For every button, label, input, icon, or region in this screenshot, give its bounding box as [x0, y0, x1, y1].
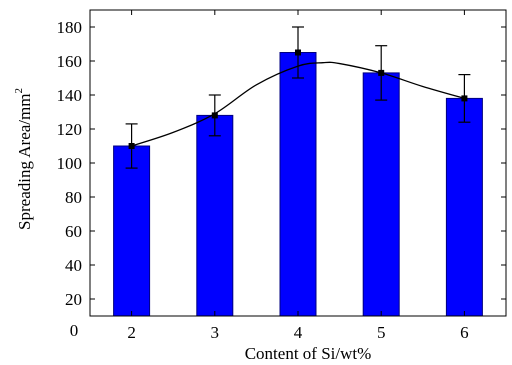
x-tick-label-3: 3 — [211, 323, 220, 342]
y-tick-label-180: 180 — [57, 18, 83, 37]
y-tick-label-140: 140 — [57, 86, 83, 105]
y-tick-label-40: 40 — [65, 256, 82, 275]
bar-3 — [196, 114, 234, 317]
bar-6 — [445, 97, 483, 317]
x-tick-label-6: 6 — [460, 323, 469, 342]
y-tick-label-100: 100 — [57, 154, 83, 173]
y-axis-title-main: Spreading Area/mm — [15, 94, 34, 230]
y-tick-label-160: 160 — [57, 52, 83, 71]
bar-5 — [362, 72, 400, 317]
x-tick-label-2: 2 — [127, 323, 136, 342]
data-marker-3 — [211, 112, 218, 119]
y-tick-label-80: 80 — [65, 188, 82, 207]
x-axis-title: Content of Si/wt% — [245, 344, 372, 363]
data-marker-4 — [295, 49, 301, 56]
y-axis-title-superscript: 2 — [13, 88, 25, 94]
y-axis-title-group: Spreading Area/mm2 — [13, 88, 34, 230]
data-marker-6 — [461, 95, 468, 102]
x-tick-labels: 2 3 4 5 6 — [127, 323, 468, 342]
axis-ticks — [90, 10, 506, 316]
markers-layer — [128, 49, 468, 149]
data-marker-2 — [128, 143, 135, 149]
data-marker-5 — [378, 69, 385, 76]
x-origin-tick-label: 0 — [70, 321, 79, 340]
y-tick-labels: 20 40 60 80 100 120 140 160 180 — [57, 18, 83, 309]
trend-line — [131, 61, 465, 147]
y-tick-label-60: 60 — [65, 222, 82, 241]
y-tick-label-20: 20 — [65, 290, 82, 309]
bars-layer — [113, 52, 483, 317]
y-tick-label-120: 120 — [57, 120, 83, 139]
y-axis-title: Spreading Area/mm2 — [13, 88, 34, 230]
x-tick-label-5: 5 — [377, 323, 386, 342]
bar-2 — [113, 145, 151, 317]
x-tick-label-4: 4 — [294, 323, 303, 342]
bar-4 — [279, 52, 317, 317]
